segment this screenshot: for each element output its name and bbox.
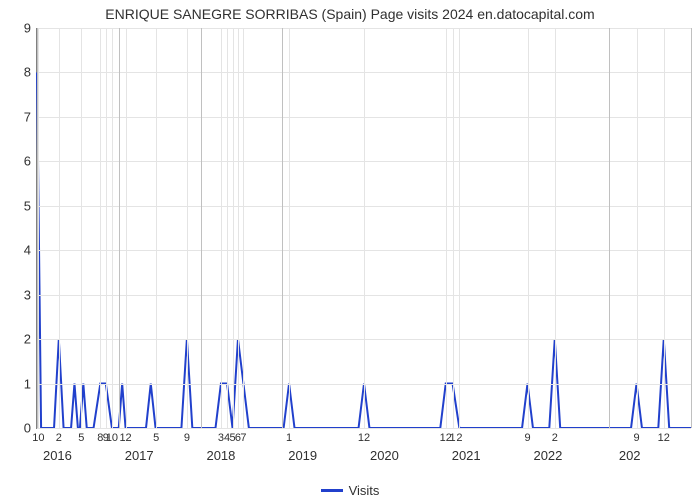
xtick-label-year: 2022: [533, 428, 562, 463]
gridline-vertical-minor: [243, 28, 244, 428]
gridline-vertical-minor: [459, 28, 460, 428]
gridline-vertical-minor: [227, 28, 228, 428]
xtick-label-minor: 5: [153, 428, 159, 444]
xtick-label-year: 2019: [288, 428, 317, 463]
gridline-vertical-minor: [637, 28, 638, 428]
xtick-label-minor: 7: [240, 428, 246, 444]
xtick-label-minor: 9: [184, 428, 190, 444]
gridline-vertical-minor: [59, 28, 60, 428]
xtick-label-year: 2018: [206, 428, 235, 463]
gridline-vertical-minor: [38, 28, 39, 428]
chart-container: ENRIQUE SANEGRE SORRIBAS (Spain) Page vi…: [0, 0, 700, 500]
gridline-vertical-minor: [555, 28, 556, 428]
gridline-vertical-major: [609, 28, 610, 428]
xtick-label-minor: 9: [524, 428, 530, 444]
legend-item-visits: Visits: [321, 483, 380, 498]
chart-title: ENRIQUE SANEGRE SORRIBAS (Spain) Page vi…: [0, 6, 700, 22]
ytick-label: 7: [24, 109, 37, 124]
gridline-vertical-minor: [126, 28, 127, 428]
xtick-label-year: 2016: [43, 428, 72, 463]
ytick-label: 2: [24, 332, 37, 347]
ytick-label: 1: [24, 376, 37, 391]
xtick-label-year: 202: [619, 428, 641, 463]
ytick-label: 9: [24, 21, 37, 36]
xtick-label-minor: 10: [106, 428, 118, 444]
gridline-vertical-minor: [528, 28, 529, 428]
gridline-vertical-minor: [233, 28, 234, 428]
ytick-label: 8: [24, 65, 37, 80]
gridline-vertical-minor: [221, 28, 222, 428]
gridline-vertical-major: [201, 28, 202, 428]
gridline-vertical-minor: [453, 28, 454, 428]
xtick-label-year: 2020: [370, 428, 399, 463]
ytick-label: 3: [24, 287, 37, 302]
gridline-vertical-major: [282, 28, 283, 428]
xtick-label-minor: 5: [78, 428, 84, 444]
gridline-vertical-minor: [446, 28, 447, 428]
legend-label: Visits: [349, 483, 380, 498]
gridline-vertical-minor: [106, 28, 107, 428]
gridline-vertical-minor: [187, 28, 188, 428]
xtick-label-minor: 12: [358, 428, 370, 444]
xtick-label-year: 2021: [452, 428, 481, 463]
xtick-label-year: 2017: [125, 428, 154, 463]
gridline-vertical-minor: [364, 28, 365, 428]
plot-area: 0123456789102589101259345671121212929122…: [36, 28, 691, 429]
legend: Visits: [0, 479, 700, 498]
gridline-vertical-minor: [81, 28, 82, 428]
gridline-vertical-minor: [238, 28, 239, 428]
ytick-label: 4: [24, 243, 37, 258]
gridline-vertical-major: [691, 28, 692, 428]
legend-swatch: [321, 489, 343, 492]
xtick-label-minor: 12: [658, 428, 670, 444]
ytick-label: 5: [24, 198, 37, 213]
gridline-vertical-minor: [100, 28, 101, 428]
gridline-vertical-minor: [664, 28, 665, 428]
gridline-vertical-major: [119, 28, 120, 428]
gridline-vertical-minor: [156, 28, 157, 428]
gridline-vertical-minor: [112, 28, 113, 428]
ytick-label: 6: [24, 154, 37, 169]
gridline-vertical-minor: [289, 28, 290, 428]
